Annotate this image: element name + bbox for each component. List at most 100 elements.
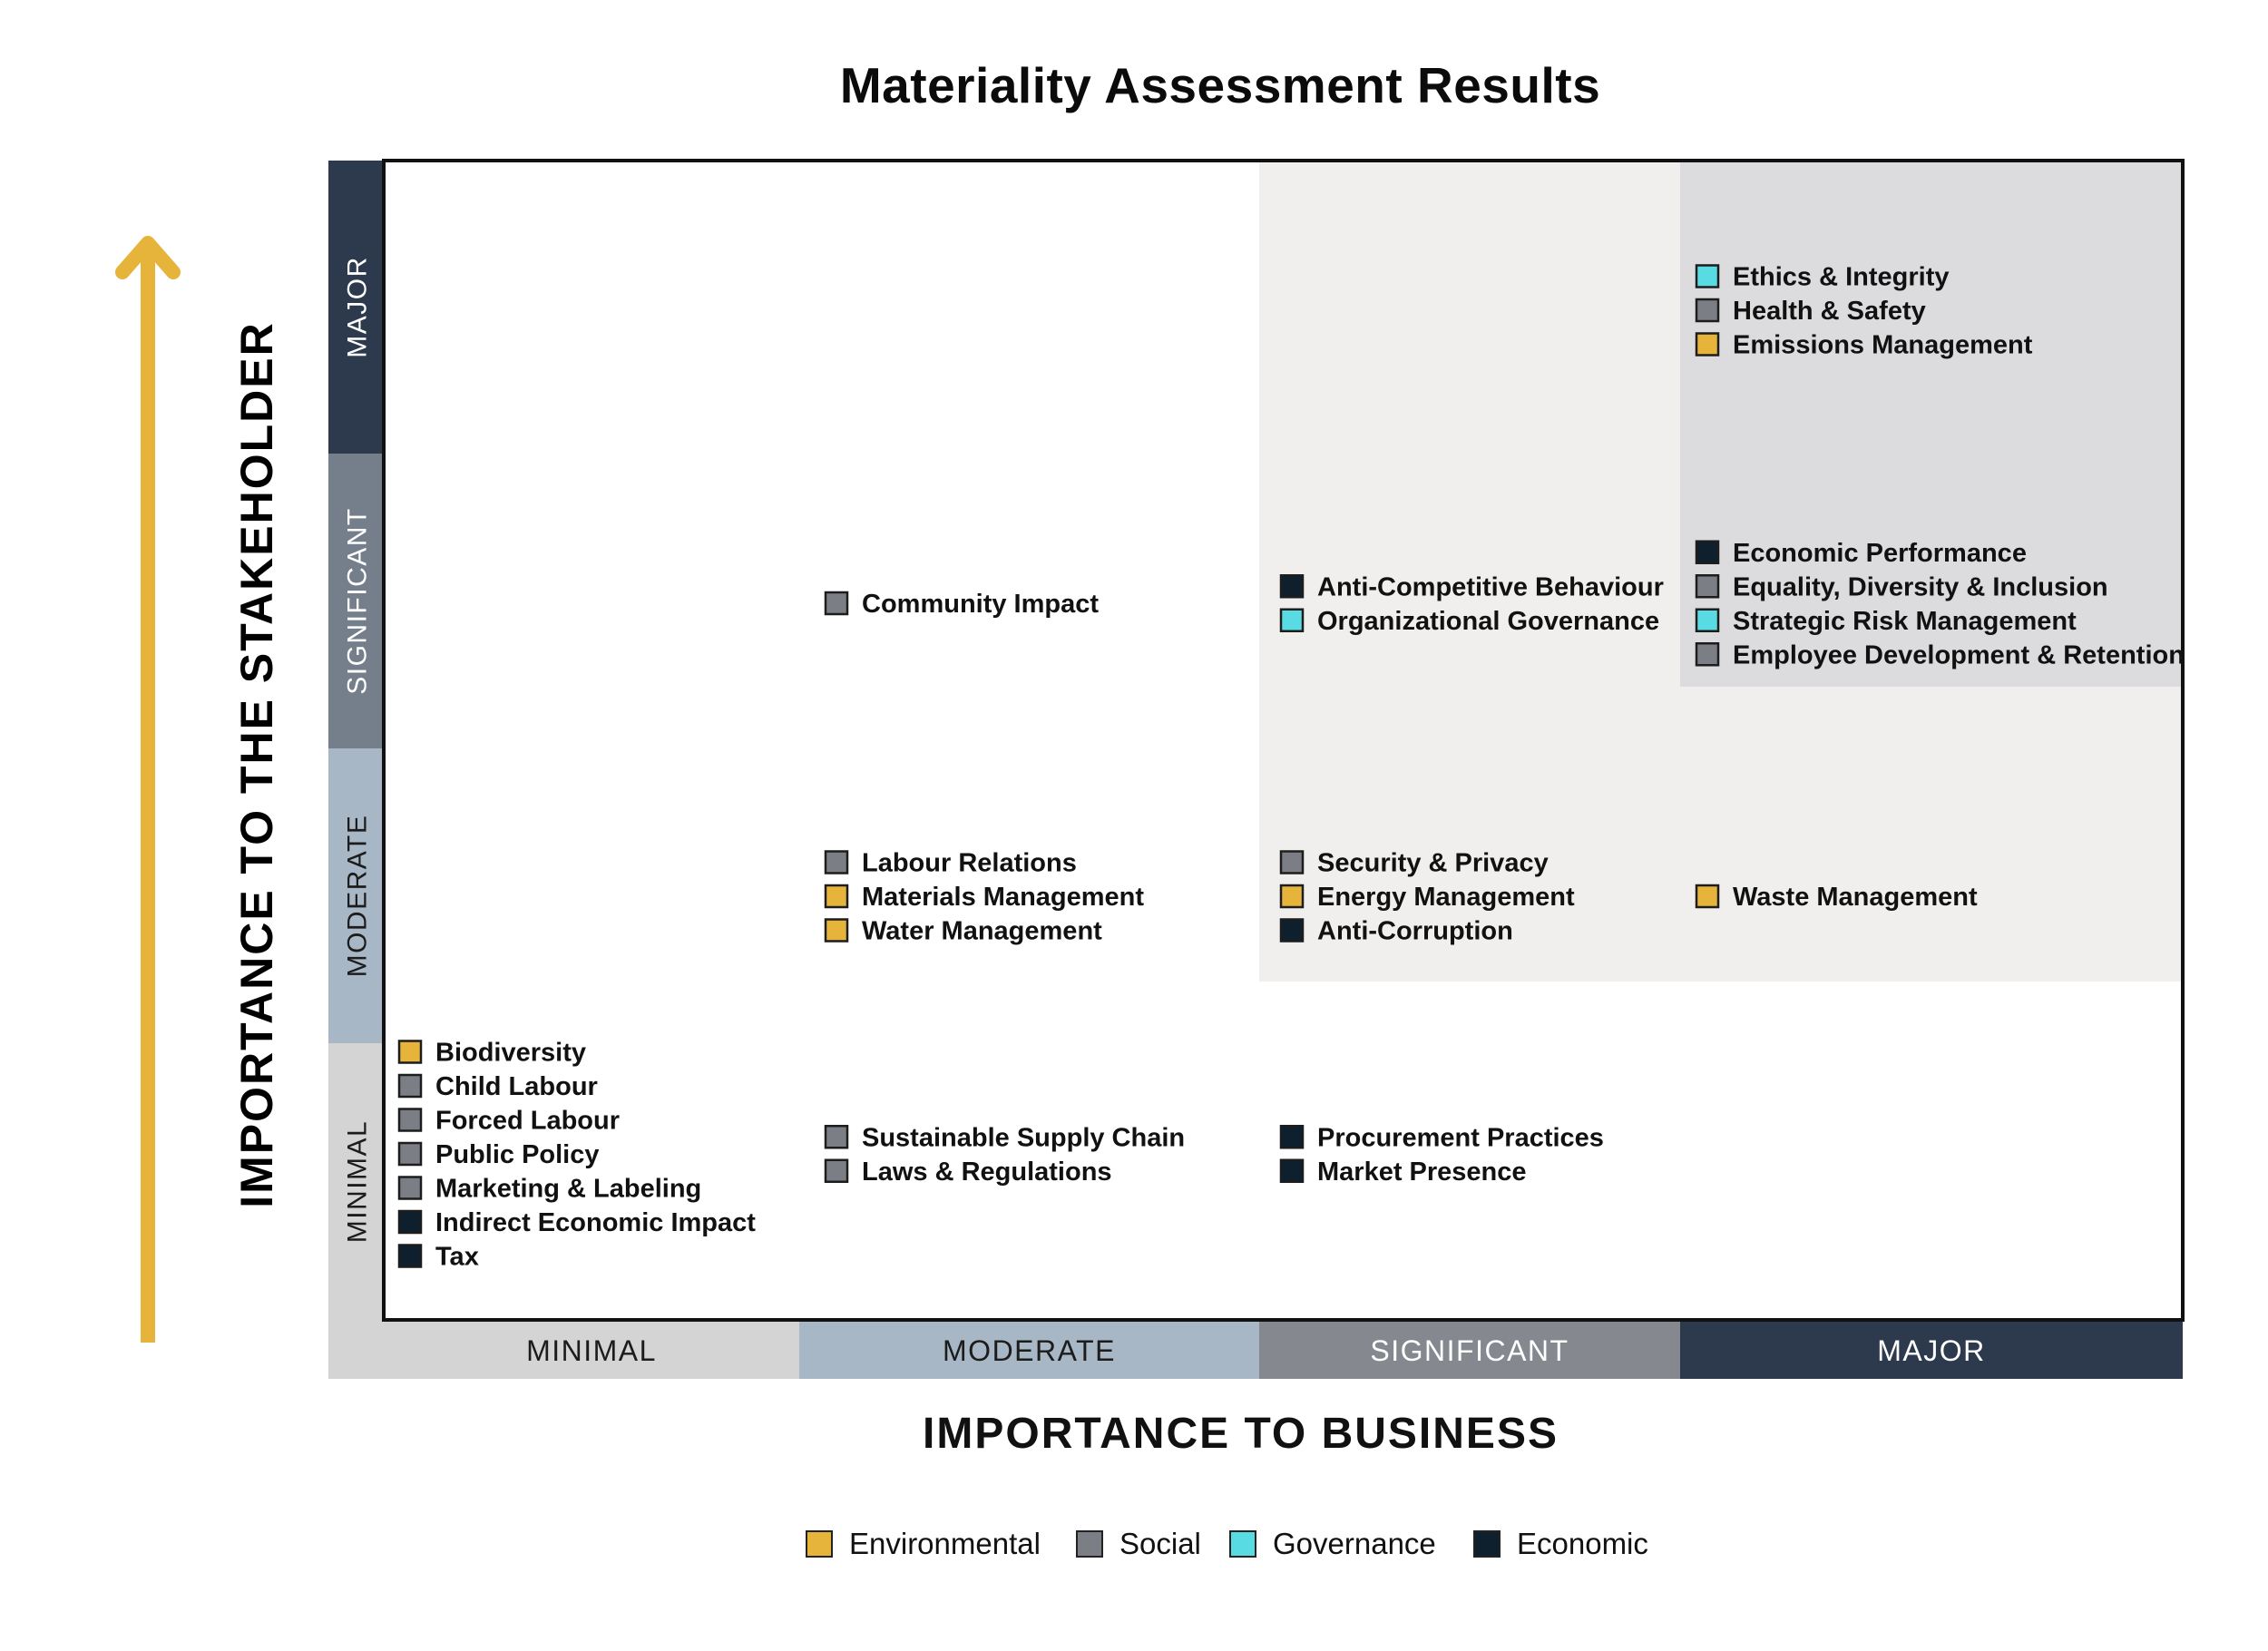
item-energy-management: Energy Management: [1279, 883, 1575, 912]
item-label: Economic Performance: [1733, 539, 2027, 568]
item-forced-labour: Forced Labour: [397, 1107, 620, 1136]
x-level-bar-minimal: [384, 1322, 799, 1379]
item-marker-environmental: [1695, 884, 1720, 909]
item-employee-development-and-retention: Employee Development & Retention: [1695, 640, 2185, 669]
item-label: Sustainable Supply Chain: [862, 1123, 1185, 1152]
item-biodiversity: Biodiversity: [397, 1039, 586, 1068]
item-marker-social: [824, 591, 849, 616]
item-waste-management: Waste Management: [1695, 883, 1978, 912]
matrix-background: [1259, 161, 2183, 982]
item-economic-performance: Economic Performance: [1695, 539, 2027, 568]
item-label: Indirect Economic Impact: [435, 1208, 756, 1237]
item-label: Waste Management: [1733, 883, 1978, 912]
item-marker-economic: [1279, 918, 1305, 943]
item-marker-environmental: [824, 884, 849, 909]
item-organizational-governance: Organizational Governance: [1279, 607, 1659, 636]
item-marker-economic: [1695, 540, 1720, 564]
y-level-bar-significant: [328, 454, 384, 748]
x-level-label-significant: SIGNIFICANT: [1370, 1334, 1569, 1367]
chart-title: Materiality Assessment Results: [839, 57, 1601, 113]
y-level-label-moderate: MODERATE: [343, 815, 373, 978]
item-sustainable-supply-chain: Sustainable Supply Chain: [824, 1123, 1185, 1152]
legend-swatch: [1076, 1530, 1103, 1558]
item-label: Employee Development & Retention: [1733, 640, 2185, 669]
item-child-labour: Child Labour: [397, 1072, 598, 1101]
item-label: Materials Management: [862, 883, 1144, 912]
item-anti-corruption: Anti-Corruption: [1279, 917, 1513, 946]
y-level-label-minimal: MINIMAL: [343, 1120, 373, 1244]
item-label: Health & Safety: [1733, 297, 1926, 326]
item-laws-and-regulations: Laws & Regulations: [824, 1158, 1112, 1187]
item-label: Labour Relations: [862, 849, 1077, 878]
item-marker-social: [1695, 298, 1720, 323]
item-label: Tax: [435, 1243, 479, 1272]
item-marker-social: [397, 1108, 423, 1132]
item-marker-environmental: [1279, 884, 1305, 909]
item-health-and-safety: Health & Safety: [1695, 297, 1926, 326]
item-marker-environmental: [1695, 332, 1720, 357]
y-axis-label: IMPORTANCE TO THE STAKEHOLDER: [231, 321, 282, 1207]
item-label: Organizational Governance: [1317, 607, 1659, 636]
x-axis-label: IMPORTANCE TO BUSINESS: [923, 1410, 1559, 1458]
x-level-label-moderate: MODERATE: [943, 1334, 1116, 1367]
item-label: Equality, Diversity & Inclusion: [1733, 572, 2108, 601]
legend-label: Environmental: [849, 1527, 1041, 1560]
item-marker-social: [1279, 850, 1305, 874]
x-level-label-major: MAJOR: [1877, 1334, 1986, 1367]
legend-item-social: Social: [1076, 1527, 1201, 1561]
x-level-bar-major: [1680, 1322, 2183, 1379]
item-label: Strategic Risk Management: [1733, 607, 2077, 636]
legend-item-environmental: Environmental: [806, 1527, 1041, 1561]
item-marker-economic: [1279, 1125, 1305, 1149]
item-labour-relations: Labour Relations: [824, 849, 1077, 878]
item-water-management: Water Management: [824, 917, 1102, 946]
item-label: Marketing & Labeling: [435, 1175, 701, 1204]
item-marker-social: [1695, 642, 1720, 667]
item-label: Public Policy: [435, 1140, 600, 1169]
item-label: Energy Management: [1317, 883, 1575, 912]
item-equality-diversity-and-inclusion: Equality, Diversity & Inclusion: [1695, 572, 2108, 601]
y-level-label-major: MAJOR: [343, 256, 373, 358]
item-label: Biodiversity: [435, 1039, 586, 1068]
item-marker-environmental: [397, 1040, 423, 1064]
item-label: Market Presence: [1317, 1158, 1527, 1187]
matrix-items: Ethics & Integrity Health & Safety Emissio…: [397, 263, 2185, 1272]
item-marker-social: [824, 1158, 849, 1183]
item-market-presence: Market Presence: [1279, 1158, 1527, 1187]
x-level-label-minimal: MINIMAL: [526, 1334, 657, 1367]
item-label: Water Management: [862, 917, 1102, 946]
item-marker-environmental: [824, 918, 849, 943]
x-level-bar-significant: [1259, 1322, 1680, 1379]
legend-item-economic: Economic: [1473, 1527, 1648, 1561]
y-level-bar-major: [328, 161, 384, 454]
y-level-bar-minimal: [328, 1043, 384, 1320]
item-label: Child Labour: [435, 1072, 598, 1101]
item-marker-social: [397, 1073, 423, 1099]
stakeholder-level-bars: MINIMAL MODERATE SIGNIFICANT MAJOR: [328, 161, 384, 1379]
item-marker-social: [824, 1125, 849, 1149]
item-procurement-practices: Procurement Practices: [1279, 1123, 1604, 1152]
item-materials-management: Materials Management: [824, 883, 1144, 912]
legend-swatch: [1229, 1530, 1256, 1558]
item-marker-social: [824, 850, 849, 874]
item-marker-economic: [1279, 574, 1305, 599]
legend-label: Social: [1119, 1527, 1201, 1560]
stakeholder-arrow: [115, 236, 181, 1343]
item-marker-economic: [1279, 1158, 1305, 1183]
item-indirect-economic-impact: Indirect Economic Impact: [397, 1208, 756, 1237]
item-label: Anti-Corruption: [1317, 917, 1513, 946]
item-label: Procurement Practices: [1317, 1123, 1604, 1152]
item-tax: Tax: [397, 1243, 479, 1272]
matrix-frame: [382, 159, 2185, 1322]
item-label: Laws & Regulations: [862, 1158, 1112, 1187]
item-community-impact: Community Impact: [824, 590, 1099, 619]
item-label: Security & Privacy: [1317, 849, 1549, 878]
legend-item-governance: Governance: [1229, 1527, 1436, 1561]
item-public-policy: Public Policy: [397, 1140, 600, 1169]
item-marker-governance: [1279, 608, 1305, 632]
y-level-bar-moderate: [328, 748, 384, 1043]
item-label: Emissions Management: [1733, 331, 2033, 360]
item-marker-social: [1695, 574, 1720, 599]
item-label: Ethics & Integrity: [1733, 263, 1950, 292]
